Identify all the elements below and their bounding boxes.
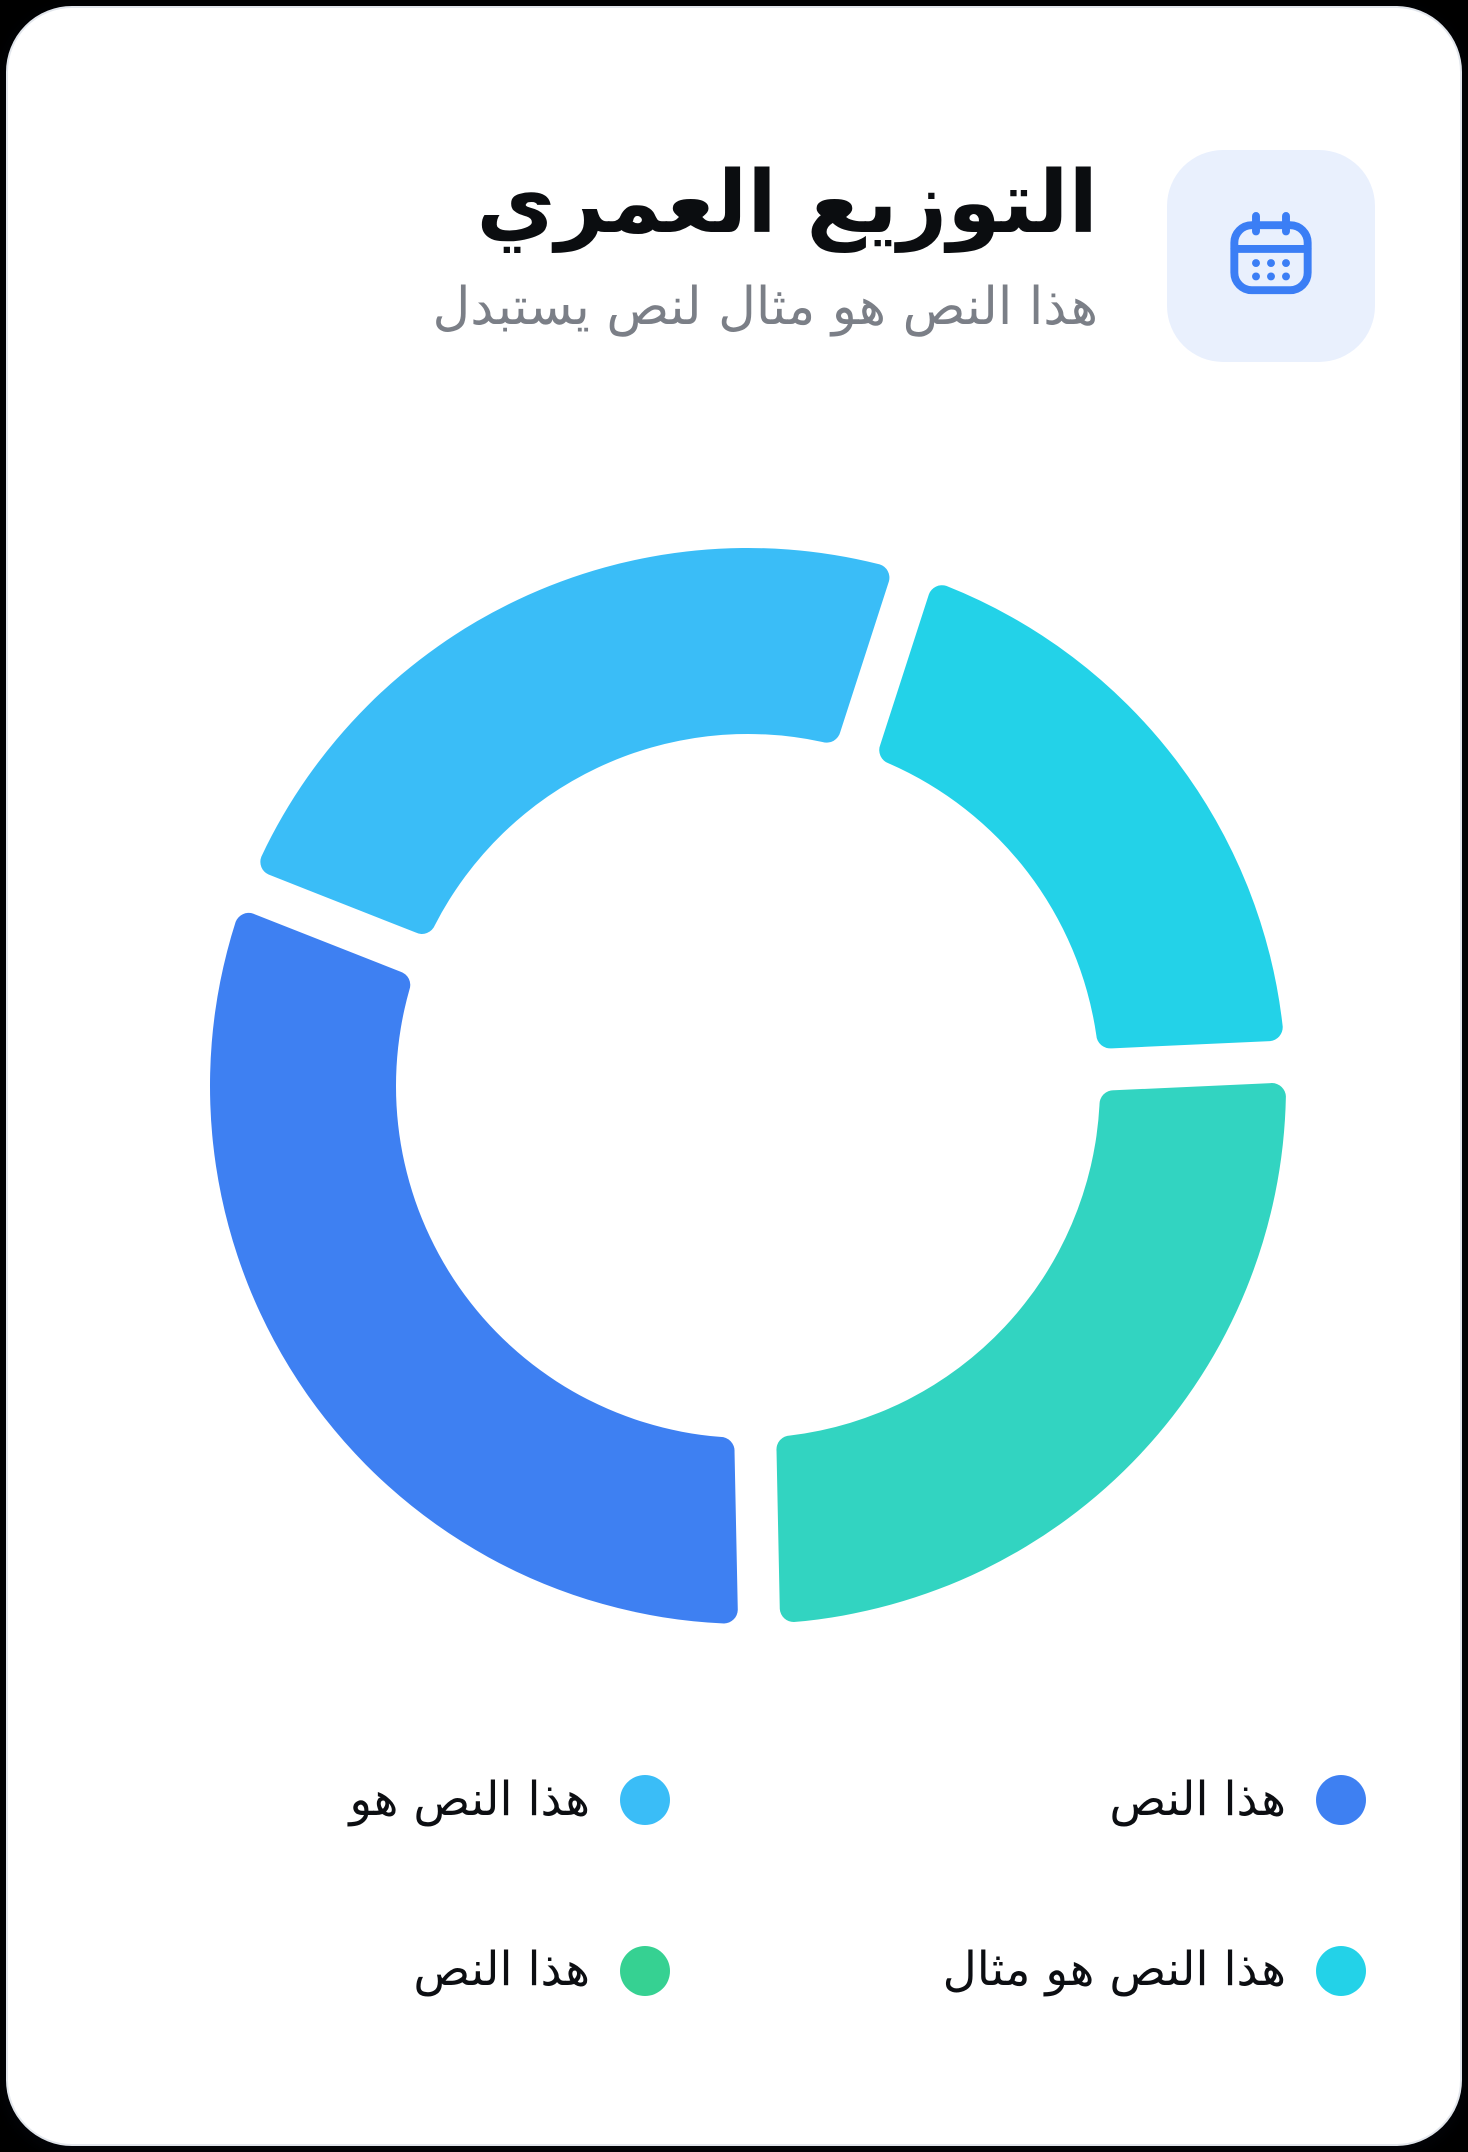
page-title: التوزيع العمري (476, 153, 1098, 253)
legend-item-4[interactable]: هذا النص (413, 1942, 670, 1998)
donut-chart-area (208, 546, 1288, 1626)
legend-dot-icon (620, 1775, 670, 1826)
legend-item-2[interactable]: هذا النص هو (349, 1772, 670, 1828)
legend-label: هذا النص (413, 1942, 590, 1998)
legend-dot-icon (620, 1945, 670, 1996)
age-distribution-card: التوزيع العمري هذا النص هو مثال لنص يستب… (6, 6, 1462, 2146)
calendar-icon (1230, 212, 1312, 295)
chart-legend: هذا النص هذا النص هو هذا النص هو مثال هذا ا… (38, 1772, 1430, 1999)
legend-item-1[interactable]: هذا النص (1109, 1772, 1366, 1828)
legend-label: هذا النص هو (349, 1772, 590, 1827)
page-subtitle: هذا النص هو مثال لنص يستبدل (432, 277, 1098, 338)
card-header-text: التوزيع العمري هذا النص هو مثال لنص يستب… (432, 148, 1098, 342)
legend-dot-icon (1316, 1775, 1366, 1826)
donut-segment-4[interactable] (209, 912, 738, 1624)
donut-segment-2[interactable] (879, 585, 1283, 1049)
donut-chart (209, 547, 1286, 1624)
legend-dot-icon (1316, 1945, 1366, 1996)
legend-label: هذا النص هو مثال (942, 1942, 1286, 1998)
legend-label: هذا النص (1109, 1772, 1286, 1827)
donut-segment-1[interactable] (260, 547, 890, 934)
calendar-button[interactable] (1167, 150, 1375, 362)
donut-segment-3[interactable] (776, 1083, 1286, 1623)
legend-item-3[interactable]: هذا النص هو مثال (943, 1942, 1366, 1998)
